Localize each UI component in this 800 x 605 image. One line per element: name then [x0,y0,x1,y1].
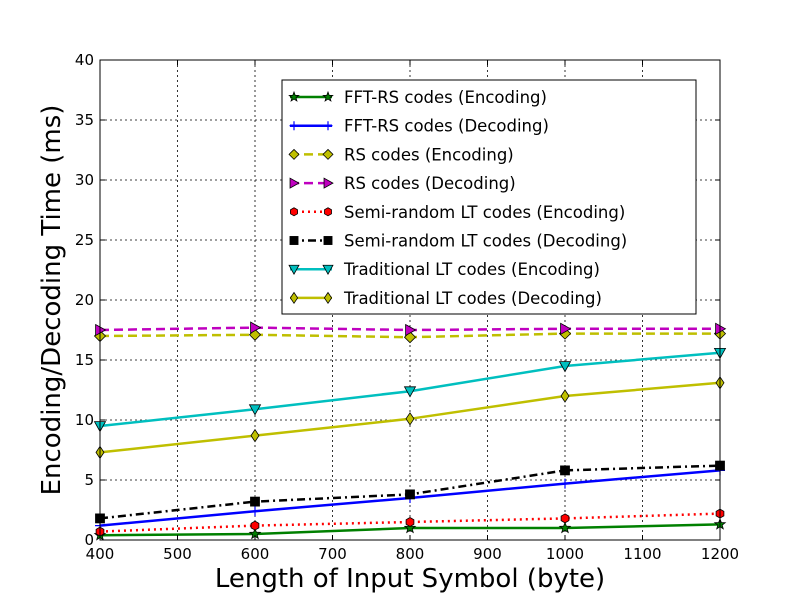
legend-box [281,79,697,315]
y-tick-label: 40 [75,51,94,69]
legend-label: Traditional LT codes (Encoding) [343,260,600,279]
data-point [560,322,572,335]
legend-label: FFT-RS codes (Encoding) [344,88,547,107]
legend-item: RS codes (Decoding) [289,174,516,193]
x-axis-label: Length of Input Symbol (byte) [215,564,605,594]
data-point [403,386,417,398]
y-tick-label: 30 [75,171,94,189]
data-point [560,465,570,476]
data-point [248,404,262,416]
data-point [405,323,417,337]
data-point [250,428,260,443]
data-point [560,478,570,489]
y-tick-label: 10 [75,411,94,429]
x-tick-label: 500 [163,545,192,563]
x-tick-label: 1200 [701,545,739,563]
data-point [323,291,333,305]
data-point [323,121,333,131]
data-point [405,517,415,527]
data-point [558,361,572,373]
series-layer [93,321,727,541]
x-tick-label: 1100 [623,545,661,563]
data-point [289,291,299,305]
x-tick-label: 700 [318,545,347,563]
legend-item: Semi-random LT codes (Encoding) [290,203,625,222]
legend-label: Semi-random LT codes (Decoding) [344,232,627,251]
data-point [405,412,415,426]
data-point [250,496,260,507]
data-point [290,207,298,217]
data-point [322,264,334,275]
series-4 [95,508,725,537]
y-tick-label: 15 [75,351,94,369]
series-3 [95,321,727,337]
legend-item: FFT-RS codes (Encoding) [288,88,547,107]
y-tick-label: 5 [84,471,94,489]
data-point [323,236,333,245]
data-point [289,121,299,131]
series-6 [93,347,727,433]
data-point [323,177,334,189]
legend-item: Traditional LT codes (Encoding) [288,260,600,279]
x-tick-label: 600 [241,545,270,563]
data-point [558,521,572,534]
data-point [322,90,334,102]
data-point [250,520,260,531]
x-tick-label: 800 [396,545,425,563]
data-point [405,489,415,500]
legend-item: Traditional LT codes (Decoding) [289,289,602,308]
data-point [250,506,260,517]
legend-label: RS codes (Encoding) [344,145,514,164]
data-point [288,148,300,160]
y-tick-label: 20 [75,291,94,309]
y-tick-label: 25 [75,231,94,249]
y-tick-label: 35 [75,111,94,129]
y-tick-label: 0 [84,531,94,549]
axis-ticks: 400 500 600 700 800 900 1000 1100 1200 0 5 10 15 20 25… [75,51,739,563]
data-point [288,264,300,275]
y-axis-label: Encoding/Decoding Time (ms) [37,105,67,496]
data-point [289,177,300,189]
data-point [288,90,300,102]
data-point [324,207,332,217]
legend-item: Semi-random LT codes (Decoding) [289,232,627,251]
legend-item: FFT-RS codes (Decoding) [289,117,549,136]
legend-item: RS codes (Encoding) [288,145,514,164]
data-point [250,321,262,334]
x-tick-label: 1000 [546,545,584,563]
legend-label: FFT-RS codes (Decoding) [344,117,549,136]
data-point [403,521,417,534]
legend-label: Semi-random LT codes (Encoding) [344,203,625,222]
legend: FFT-RS codes (Encoding) FFT-RS codes (Dec… [281,79,697,315]
x-tick-label: 400 [86,545,115,563]
legend-label: Traditional LT codes (Decoding) [343,289,602,308]
data-point [560,389,570,403]
data-point [560,513,570,524]
data-point [289,236,299,245]
data-point [322,148,334,160]
legend-label: RS codes (Decoding) [344,174,516,193]
series-line [99,512,721,533]
data-point [715,322,727,335]
data-point [95,323,107,337]
x-tick-label: 900 [473,545,502,563]
